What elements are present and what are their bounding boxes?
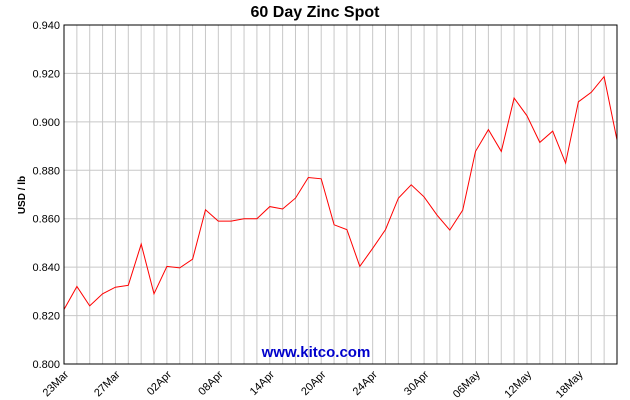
data-point	[358, 265, 361, 268]
data-point	[281, 208, 284, 211]
x-tick-label: 24Apr	[351, 368, 380, 397]
data-point	[397, 197, 400, 200]
data-point	[114, 286, 117, 289]
data-point	[243, 217, 246, 220]
data-point	[410, 183, 413, 186]
x-tick-label: 20Apr	[299, 368, 328, 397]
data-point	[436, 214, 439, 217]
plot-frame	[63, 24, 618, 365]
x-tick-label: 18May	[554, 368, 586, 400]
y-tick-label: 0.860	[32, 214, 60, 226]
data-point	[551, 130, 554, 133]
y-tick-labels: 0.800 0.820 0.840 0.860 0.880 0.900 0.920 0.940	[32, 20, 60, 371]
data-point	[423, 195, 426, 198]
data-point	[75, 285, 78, 288]
chart-title: 60 Day Zinc Spot	[251, 4, 381, 21]
data-point	[500, 150, 503, 153]
data-point	[217, 220, 220, 223]
data-point	[345, 228, 348, 231]
data-point	[448, 229, 451, 232]
data-point	[307, 176, 310, 179]
data-point	[538, 141, 541, 144]
y-axis-label: USD / lb	[17, 176, 28, 214]
data-point	[230, 220, 233, 223]
data-point	[577, 100, 580, 103]
data-point	[294, 197, 297, 200]
data-point	[268, 205, 271, 208]
data-point	[165, 265, 168, 268]
x-tick-labels: 23Mar 27Mar 02Apr 08Apr 14Apr 20Apr 24Apr 30Apr…	[41, 368, 586, 400]
data-point	[590, 91, 593, 94]
data-point	[153, 292, 156, 295]
y-tick-label: 0.940	[32, 20, 60, 32]
data-point	[487, 128, 490, 131]
data-point	[333, 223, 336, 226]
data-point	[88, 304, 91, 307]
data-point	[191, 258, 194, 261]
y-tick-label: 0.840	[32, 262, 60, 274]
data-point	[513, 97, 516, 100]
data-point	[320, 177, 323, 180]
y-tick-label: 0.900	[32, 117, 60, 129]
data-point	[474, 150, 477, 153]
data-point	[526, 114, 529, 117]
x-tick-label: 30Apr	[402, 368, 431, 397]
x-tick-label: 12May	[502, 368, 534, 400]
x-tick-label: 14Apr	[248, 368, 277, 397]
data-point	[127, 284, 130, 287]
data-point	[101, 292, 104, 295]
data-point	[204, 208, 207, 211]
x-tick-label: 02Apr	[145, 368, 174, 397]
y-tick-label: 0.820	[32, 311, 60, 323]
data-point	[140, 243, 143, 246]
x-tick-label: 06May	[451, 368, 483, 400]
y-tick-label: 0.920	[32, 68, 60, 80]
data-point	[178, 266, 181, 269]
data-point	[255, 217, 258, 220]
data-point	[603, 75, 606, 78]
watermark-link[interactable]: www.kitco.com	[261, 344, 371, 361]
data-point	[461, 209, 464, 212]
zinc-price-line	[63, 75, 618, 310]
data-point	[564, 162, 567, 165]
x-tick-label: 08Apr	[196, 368, 225, 397]
x-tick-label: 23Mar	[41, 368, 72, 399]
series-layer	[63, 75, 618, 310]
data-point	[371, 247, 374, 250]
y-tick-label: 0.880	[32, 165, 60, 177]
grid-layer	[63, 24, 618, 365]
y-tick-label: 0.800	[32, 359, 60, 371]
data-point	[384, 228, 387, 231]
x-tick-label: 27Mar	[92, 368, 123, 399]
